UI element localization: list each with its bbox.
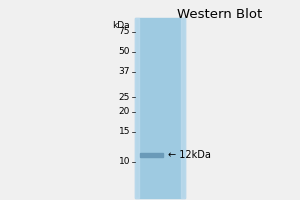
Bar	[135, 18, 139, 198]
Bar	[135, 18, 185, 198]
Text: 20: 20	[118, 108, 130, 116]
Text: ← 12kDa: ← 12kDa	[168, 150, 211, 160]
Bar	[181, 18, 185, 198]
Text: 15: 15	[118, 128, 130, 136]
Text: 25: 25	[118, 92, 130, 102]
Text: Western Blot: Western Blot	[177, 8, 262, 21]
Text: 37: 37	[118, 68, 130, 76]
Text: 10: 10	[118, 158, 130, 166]
Bar	[140, 153, 163, 157]
Text: 75: 75	[118, 27, 130, 36]
Text: kDa: kDa	[112, 21, 130, 29]
Text: 50: 50	[118, 47, 130, 56]
